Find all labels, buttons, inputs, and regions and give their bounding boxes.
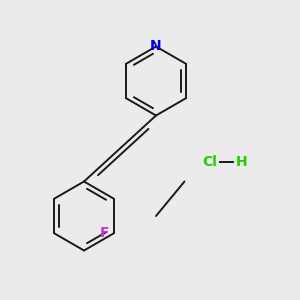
Text: Cl: Cl: [202, 155, 217, 169]
Text: H: H: [236, 155, 247, 169]
Text: N: N: [150, 40, 162, 53]
Text: F: F: [100, 226, 110, 240]
